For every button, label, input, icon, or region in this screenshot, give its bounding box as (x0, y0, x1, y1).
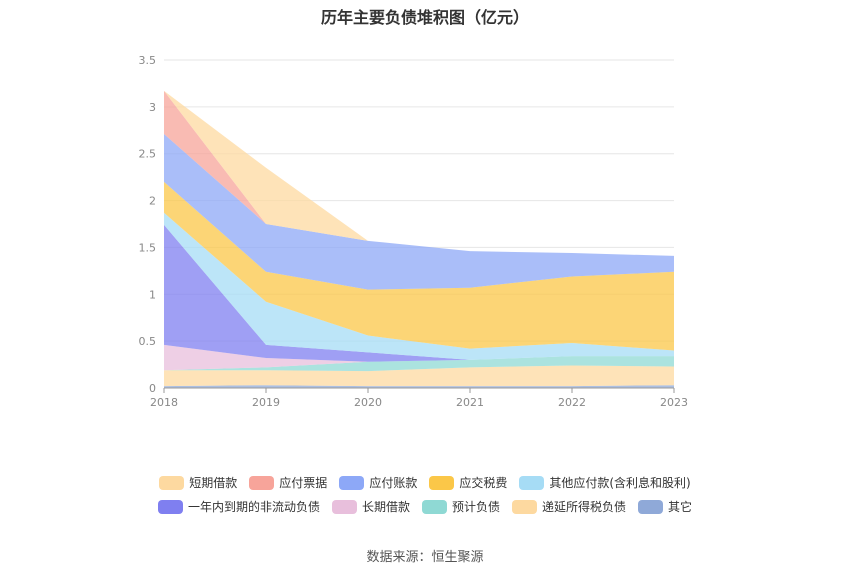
area-series-3 (164, 344, 674, 371)
area-series-1 (164, 365, 674, 387)
legend-label: 短期借款 (189, 476, 238, 490)
legend-label: 应交税费 (459, 476, 508, 490)
area-series-2 (164, 356, 674, 372)
legend-swatch (331, 499, 357, 514)
legend-item[interactable]: 预计负债 (421, 498, 500, 515)
legend-label: 其他应付款(含利息和股利) (549, 476, 691, 490)
area-series-9 (164, 90, 674, 256)
legend-swatch (421, 499, 447, 514)
area-series-6 (164, 181, 674, 351)
legend-label: 其它 (668, 500, 693, 514)
area-series-7 (164, 134, 674, 290)
x-tick-label: 2018 (150, 396, 178, 409)
legend-item[interactable]: 递延所得税负债 (512, 498, 626, 515)
legend-item[interactable]: 其它 (638, 498, 692, 515)
area-series-5 (164, 212, 674, 360)
chart-title: 历年主要负债堆积图（亿元） (320, 8, 529, 27)
legend-label: 预计负债 (451, 500, 500, 514)
legend-label: 一年内到期的非流动负债 (187, 500, 320, 514)
legend-item[interactable]: 应付账款 (339, 474, 417, 491)
legend-label: 长期借款 (361, 500, 410, 514)
legend-row-2: 一年内到期的非流动负债 长期借款 预计负债 递延所得税负债 其它 (0, 498, 850, 515)
x-tick-label: 2022 (558, 396, 586, 409)
legend-swatch (519, 475, 545, 490)
y-tick-label: 3.5 (139, 54, 157, 67)
y-tick-label: 0.5 (139, 335, 157, 348)
data-source: 数据来源：恒生聚源 (366, 550, 484, 565)
y-tick-label: 3 (149, 101, 156, 114)
legend-swatch (339, 475, 365, 490)
legend-label: 应付票据 (279, 476, 328, 490)
chart-plot: 0 0.5 1 1.5 2 2.5 3 3.5 2018 2019 2020 2021 2022 2023 (139, 54, 689, 409)
legend-item[interactable]: 应交税费 (429, 474, 507, 491)
legend-item[interactable]: 一年内到期的非流动负债 (157, 498, 320, 515)
y-tick-label: 1 (149, 288, 156, 301)
legend-item[interactable]: 其他应付款(含利息和股利) (519, 474, 691, 491)
legend-swatch (512, 499, 537, 514)
legend-item[interactable]: 短期借款 (159, 474, 237, 491)
legend-label: 递延所得税负债 (542, 500, 627, 514)
x-tick-label: 2019 (252, 396, 280, 409)
x-tick-label: 2021 (456, 396, 484, 409)
legend-row-1: 短期借款 应付票据 应付账款 应交税费 其他应付款(含利息和股利) (0, 474, 850, 491)
legend-swatch (429, 475, 455, 490)
y-tick-label: 2 (149, 195, 156, 208)
legend-item[interactable]: 长期借款 (331, 498, 410, 515)
area-series-0 (164, 385, 674, 388)
y-tick-label: 0 (149, 382, 156, 395)
x-tick-label: 2020 (354, 396, 382, 409)
legend-swatch (157, 499, 183, 514)
y-tick-label: 1.5 (139, 241, 157, 254)
legend-swatch (159, 475, 185, 490)
legend-label: 应付账款 (369, 476, 418, 490)
legend-swatch (638, 499, 664, 514)
area-series-4 (164, 224, 674, 362)
legend-item[interactable]: 应付票据 (249, 474, 327, 491)
x-tick-label: 2023 (660, 396, 688, 409)
legend-swatch (249, 475, 275, 490)
y-tick-label: 2.5 (139, 148, 157, 161)
